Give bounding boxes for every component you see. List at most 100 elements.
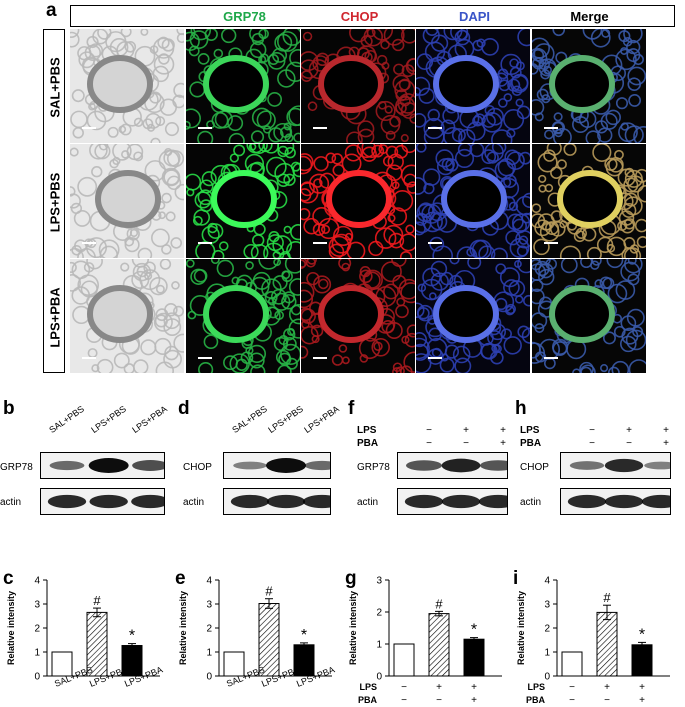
col-label-grp78: GRP78 [223, 9, 266, 24]
plus-minus-label: + [639, 682, 645, 693]
blot-plus-minus: − [463, 438, 469, 449]
blot-loading-label: actin [357, 497, 379, 508]
panel-h-letter: h [515, 398, 527, 419]
bar [561, 651, 583, 677]
error-bar [93, 607, 101, 618]
blot-band-actin [478, 494, 508, 509]
blot-band-target [304, 460, 331, 471]
blot-band-actin [302, 494, 331, 509]
blot-plus-minus: − [426, 425, 432, 436]
treatment-label: LPS [527, 682, 545, 692]
micrograph-tile [532, 29, 646, 143]
error-bar [435, 610, 443, 617]
micrograph-tile [416, 144, 530, 258]
blot-lane-label: SAL+PBS [230, 403, 269, 435]
blot-treatment-label: LPS [357, 425, 377, 436]
y-axis-label: Relative intensity [6, 591, 16, 665]
row-label-sal-pbs: SAL+PBS [47, 56, 63, 118]
blot-band-target [49, 460, 85, 471]
blot-band-target [88, 458, 129, 473]
y-tick-label: 3 [376, 576, 382, 587]
y-tick-label: 2 [376, 608, 382, 619]
panel-a-letter: a [46, 0, 57, 21]
blot-band-target [644, 461, 671, 470]
blot-plus-minus: − [589, 425, 595, 436]
blot-treatment-label: LPS [520, 425, 540, 436]
micrograph-tile [301, 144, 415, 258]
error-bar [470, 637, 478, 642]
micrograph-tile [70, 144, 184, 258]
micrograph-tile [301, 259, 415, 373]
micrograph-tile [301, 29, 415, 143]
treatment-label: PBA [358, 695, 378, 705]
blot-plus-minus: − [626, 438, 632, 449]
micrograph-tile [532, 144, 646, 258]
blot-band-target [480, 460, 508, 471]
blot-protein-label: CHOP [183, 462, 212, 473]
blot-band-target [604, 458, 644, 473]
bar-chart-c: Relative intensity01234#*SAL+PBSLPS+PBSL… [6, 576, 164, 689]
blot-strip [223, 488, 331, 515]
blot-band-actin [404, 494, 444, 509]
error-bar [265, 598, 273, 609]
blot-strip [223, 452, 331, 479]
y-tick-label: 4 [544, 576, 550, 587]
treatment-label: LPS [359, 682, 377, 692]
bar-chart-g: Relative intensity 0 1 2 3 # * LPS − + + PBA − − + [348, 576, 502, 706]
blot-band-actin [266, 494, 306, 509]
panel-i-letter: i [513, 568, 519, 589]
blot-band-actin [641, 494, 671, 509]
blot-strip [560, 452, 671, 479]
bar-chart-e: Relative intensity01234#*SAL+PBSLPS+PBSL… [178, 576, 336, 689]
blot-plus-minus: − [589, 438, 595, 449]
blot-strip [397, 488, 508, 515]
blot-lane-label: LPS+PBS [266, 403, 305, 435]
plus-minus-label: − [569, 682, 575, 693]
col-label-dapi: DAPI [458, 9, 491, 24]
y-tick-label: 2 [206, 624, 212, 635]
blot-band-target [441, 458, 481, 473]
significance-mark: * [129, 628, 135, 645]
plus-minus-label: + [604, 682, 610, 693]
blot-band-actin [604, 494, 644, 509]
plus-minus-label: − [604, 695, 610, 706]
y-tick-label: 0 [206, 672, 212, 683]
y-tick-label: 1 [544, 648, 550, 659]
blot-plus-minus: + [463, 425, 469, 436]
y-tick-label: 3 [34, 600, 40, 611]
blot-plus-minus: + [663, 438, 669, 449]
blot-band-target [266, 458, 306, 473]
y-tick-label: 0 [376, 672, 382, 683]
y-tick-label: 2 [544, 624, 550, 635]
bar [428, 613, 450, 677]
plus-minus-label: + [639, 695, 645, 706]
significance-mark: * [471, 622, 477, 639]
panel-c-letter: c [3, 568, 14, 589]
blot-band-actin [441, 494, 481, 509]
column-header-bar: GRP78 CHOP DAPI Merge [70, 5, 675, 27]
bar [631, 644, 653, 677]
y-tick-label: 3 [544, 600, 550, 611]
bar-chart-i: Relative intensity 0 1 2 3 4 # * LPS − + + PBA − − + [516, 576, 670, 706]
bar [223, 651, 245, 677]
micrograph-tile [532, 259, 646, 373]
bar [463, 638, 485, 677]
significance-mark: # [93, 593, 101, 608]
bar [596, 611, 618, 677]
significance-mark: # [435, 596, 443, 611]
blot-strip [397, 452, 508, 479]
panel-d-letter: d [178, 398, 190, 419]
micrograph-tile [70, 259, 184, 373]
micrograph-tile [416, 259, 530, 373]
y-axis-label: Relative intensity [348, 591, 358, 665]
panel-b-letter: b [3, 398, 15, 419]
blot-lane-label: SAL+PBS [47, 403, 86, 435]
significance-mark: * [639, 626, 645, 643]
blot-band-target [569, 461, 605, 470]
blot-treatment-label: PBA [357, 438, 379, 449]
blot-protein-label: CHOP [520, 462, 549, 473]
blot-band-actin [131, 494, 165, 509]
blot-plus-minus: + [626, 425, 632, 436]
blot-band-target [132, 460, 165, 471]
plus-minus-label: − [569, 695, 575, 706]
